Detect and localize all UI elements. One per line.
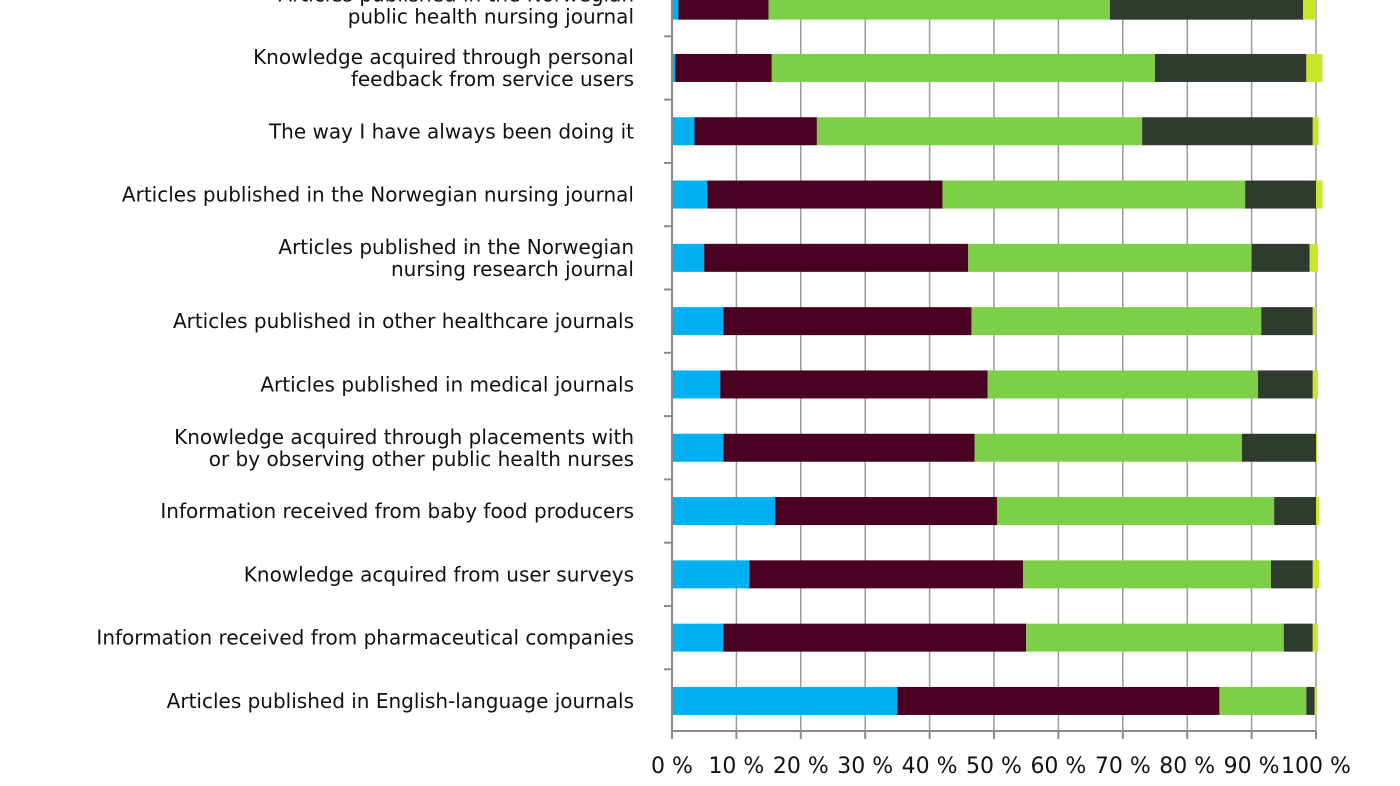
bar-segment xyxy=(768,0,1110,20)
bar-segment xyxy=(672,686,898,715)
bar-segment xyxy=(1312,307,1316,336)
axes xyxy=(664,0,1317,739)
x-tick-label: 30 % xyxy=(837,754,893,779)
bar-segment xyxy=(771,53,1155,82)
bar-segment xyxy=(897,686,1220,715)
bar-segment xyxy=(672,243,705,272)
bar-segment xyxy=(749,560,1023,589)
bar-segment xyxy=(1251,243,1310,272)
category-label: Information received from pharmaceutical… xyxy=(96,626,634,650)
bar-segment xyxy=(1312,117,1319,146)
x-tick-label: 60 % xyxy=(1030,754,1086,779)
bar-segment xyxy=(1245,180,1316,209)
bar-segment xyxy=(1109,0,1304,20)
x-tick-label: 0 % xyxy=(651,754,693,779)
x-tick-label: 40 % xyxy=(902,754,958,779)
bar-segment xyxy=(1261,307,1313,336)
bar-segment xyxy=(675,53,772,82)
bar-segment xyxy=(1314,686,1317,715)
category-label: The way I have always been doing it xyxy=(268,119,634,143)
gridlines xyxy=(735,0,1317,731)
x-tick-label: 10 % xyxy=(708,754,764,779)
bar-segment xyxy=(704,243,969,272)
bar-segment xyxy=(1241,433,1316,462)
category-label: Articles published in other healthcare j… xyxy=(173,309,634,333)
bar-segment xyxy=(672,560,750,589)
category-label: Articles published in the Norwegian nurs… xyxy=(122,183,634,207)
bar-segment xyxy=(816,117,1143,146)
x-tick-label: 80 % xyxy=(1159,754,1215,779)
bar-segment xyxy=(1258,370,1313,399)
bar-segment xyxy=(1155,53,1307,82)
category-label: Information received from baby food prod… xyxy=(160,499,634,523)
bar-segment xyxy=(672,433,724,462)
category-label: Knowledge acquired through placements wi… xyxy=(174,425,634,449)
x-tick-label: 70 % xyxy=(1095,754,1151,779)
bar-segment xyxy=(1306,53,1323,82)
bar-segment xyxy=(672,497,776,526)
category-label: nursing research journal xyxy=(391,257,634,281)
x-tick-labels: 0 % 10 % 20 % 30 % 40 % 50 % 60 % 70 % 80 % 90 % 1… xyxy=(651,754,1351,779)
bar-segment xyxy=(1270,560,1313,589)
bar-segment xyxy=(1306,686,1315,715)
bar-segment xyxy=(1309,243,1318,272)
bar-segment xyxy=(1312,623,1318,652)
bar-segment xyxy=(672,307,724,336)
category-label: Articles published in the Norwegian xyxy=(278,0,634,7)
bar-segment xyxy=(1316,180,1323,209)
bar-segment xyxy=(694,117,817,146)
bar-segment xyxy=(723,433,975,462)
bar-segment xyxy=(1316,497,1320,526)
bar-segment xyxy=(997,497,1275,526)
bar-segment xyxy=(723,307,972,336)
bar-segment xyxy=(678,0,769,20)
bar-segment xyxy=(672,370,721,399)
bar-segment xyxy=(1316,433,1318,462)
category-label: or by observing other public health nurs… xyxy=(209,447,634,471)
x-tick-label: 100 % xyxy=(1281,754,1351,779)
bar-segment xyxy=(1283,623,1313,652)
bar-segment xyxy=(1219,686,1307,715)
bar-segment xyxy=(942,180,1246,209)
bar-segment xyxy=(720,370,988,399)
category-label: Articles published in English-language j… xyxy=(167,689,634,713)
category-label: Articles published in medical journals xyxy=(260,372,634,396)
category-label: Articles published in the Norwegian xyxy=(278,235,634,259)
bar-segment xyxy=(672,180,708,209)
x-tick-label: 20 % xyxy=(773,754,829,779)
bar-segment xyxy=(707,180,943,209)
category-label: Knowledge acquired through personal xyxy=(253,45,634,69)
bar-segment xyxy=(672,623,724,652)
bar-segment xyxy=(968,243,1252,272)
bar-segment xyxy=(672,117,695,146)
bar-segment xyxy=(1303,0,1316,20)
category-label: feedback from service users xyxy=(351,67,634,91)
category-labels: Articles published in the Norwegianpubli… xyxy=(96,0,634,713)
bar-segment xyxy=(1022,560,1271,589)
bar-segment xyxy=(775,497,998,526)
bar-segment xyxy=(723,623,1027,652)
bar-segment xyxy=(672,0,679,20)
bar-segment xyxy=(1026,623,1284,652)
bar-segment xyxy=(1142,117,1313,146)
bar-segment xyxy=(1312,560,1320,589)
bar-segment xyxy=(974,433,1242,462)
bar-segment xyxy=(971,307,1262,336)
bar-segment xyxy=(1274,497,1316,526)
bar-segments xyxy=(672,0,1323,715)
x-tick-label: 90 % xyxy=(1224,754,1280,779)
category-label: public health nursing journal xyxy=(348,5,634,29)
bar-segment xyxy=(1312,370,1318,399)
bar-segment xyxy=(672,53,676,82)
category-label: Knowledge acquired from user surveys xyxy=(244,562,634,586)
x-tick-label: 50 % xyxy=(966,754,1022,779)
bar-segment xyxy=(987,370,1259,399)
